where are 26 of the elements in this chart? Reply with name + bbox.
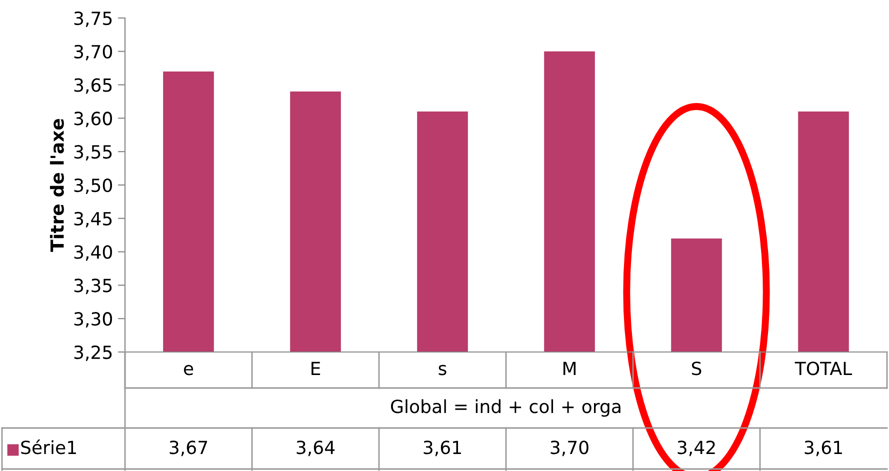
y-tick-label: 3,50 <box>74 178 112 194</box>
legend-label: Série1 <box>21 440 76 454</box>
data-label: 3,61 <box>804 440 842 456</box>
y-tick-label: 3,70 <box>74 44 112 60</box>
y-tick-label: 3,25 <box>74 345 112 361</box>
x-axis-title: Global = ind + col + orga <box>391 399 620 417</box>
y-tick-label: 3,40 <box>74 245 112 261</box>
x-tick-label: E <box>312 362 320 375</box>
y-axis-title: Titre de l'axe <box>50 118 64 252</box>
x-tick-label: M <box>563 362 576 375</box>
x-tick-label: S <box>692 362 702 376</box>
y-tick-label: 3,55 <box>74 145 112 161</box>
y-tick-label: 3,45 <box>74 212 112 228</box>
data-label: 3,64 <box>296 440 335 456</box>
data-label: 3,42 <box>678 440 715 456</box>
y-tick-label: 3,60 <box>74 112 112 128</box>
x-tick-label: s <box>438 364 446 376</box>
y-tick-label: 3,35 <box>74 278 112 294</box>
y-tick-label: 3,65 <box>74 78 112 94</box>
y-tick-label: 3,30 <box>74 312 112 328</box>
data-label: 3,67 <box>170 440 208 456</box>
x-tick-label: e <box>184 364 194 376</box>
x-tick-label: TOTAL <box>794 362 852 376</box>
y-tick-label: 3,75 <box>74 11 112 27</box>
data-label: 3,61 <box>424 440 461 456</box>
data-label: 3,70 <box>550 440 588 456</box>
